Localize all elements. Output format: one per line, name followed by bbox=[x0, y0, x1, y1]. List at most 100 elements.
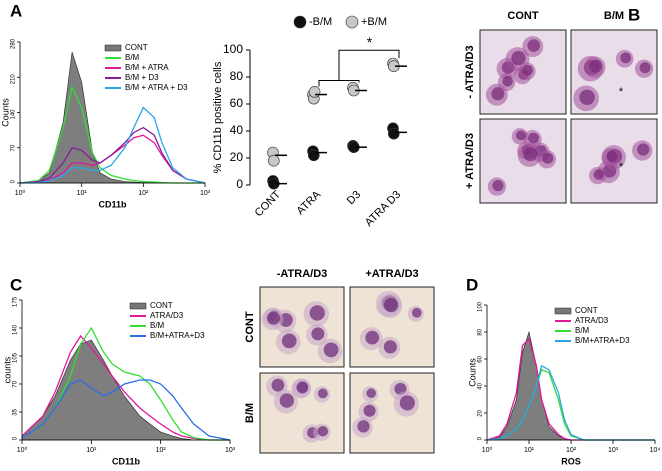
y-tick-label: 210 bbox=[11, 74, 17, 85]
y-tick-label: 80 bbox=[230, 69, 244, 83]
nucleus bbox=[296, 381, 309, 394]
x-tick-label: D3 bbox=[345, 189, 363, 207]
nucleus bbox=[317, 425, 329, 437]
nucleus bbox=[637, 143, 650, 156]
nucleus bbox=[281, 333, 297, 349]
legend-label: CONT bbox=[575, 306, 598, 315]
x-tick-label: 10¹ bbox=[524, 447, 535, 454]
x-tick-label: 10¹ bbox=[77, 190, 88, 197]
legend-label: ATRA/D3 bbox=[575, 316, 609, 325]
x-axis-label: ROS bbox=[561, 456, 581, 466]
y-tick-label: 40 bbox=[230, 123, 244, 137]
y-tick-label: 100 bbox=[223, 42, 243, 56]
x-axis-label: CD11b bbox=[112, 456, 141, 466]
x-tick-label: 10¹ bbox=[86, 447, 97, 454]
mark-asterisk: * bbox=[619, 86, 624, 98]
legend-label: B/M+ATRA+D3 bbox=[150, 331, 205, 340]
row-label: B/M bbox=[244, 403, 256, 423]
legend-label: B/M bbox=[575, 326, 590, 335]
column-label: B/M bbox=[604, 10, 624, 22]
column-label: CONT bbox=[507, 10, 538, 22]
y-tick-label: 60 bbox=[230, 96, 244, 110]
nucleus bbox=[528, 132, 539, 144]
bracket bbox=[318, 49, 400, 87]
histogram-curve bbox=[19, 126, 206, 184]
histogram-curve bbox=[486, 330, 655, 441]
y-axis-label: Counts bbox=[467, 358, 477, 387]
x-tick-label: 10² bbox=[138, 190, 149, 197]
row-label: - ATRA/D3 bbox=[464, 45, 476, 98]
y-tick-label: 40 bbox=[478, 382, 484, 389]
nucleus bbox=[579, 89, 595, 106]
nucleus bbox=[411, 307, 422, 318]
panel-letter: A bbox=[10, 1, 22, 20]
histogram-curve bbox=[19, 106, 206, 184]
y-tick-label: 140 bbox=[11, 109, 17, 120]
legend-swatch bbox=[345, 15, 359, 29]
nucleus bbox=[363, 404, 376, 417]
data-dot bbox=[387, 127, 400, 140]
nucleus bbox=[311, 327, 325, 341]
panel-letter: B bbox=[628, 5, 640, 24]
nucleus bbox=[317, 388, 328, 399]
legend-label: B/M + D3 bbox=[125, 73, 159, 82]
legend-label: B/M bbox=[150, 321, 165, 330]
legend-label: B/M+ATRA+D3 bbox=[575, 336, 630, 345]
histogram-curve bbox=[21, 326, 230, 441]
nucleus bbox=[323, 342, 339, 358]
y-axis-label: % CD11b positive cells bbox=[212, 61, 224, 173]
y-tick-label: 80 bbox=[478, 328, 484, 335]
mark-asterisk: * bbox=[619, 161, 624, 173]
nucleus bbox=[383, 340, 397, 354]
x-tick-label: 10⁰ bbox=[17, 446, 28, 454]
x-tick-label: 10⁴ bbox=[650, 447, 661, 454]
x-tick-label: ATRA bbox=[295, 188, 324, 217]
legend-label: ATRA/D3 bbox=[150, 311, 184, 320]
nucleus bbox=[606, 150, 618, 162]
nucleus bbox=[271, 378, 285, 392]
y-tick-label: 70 bbox=[13, 380, 19, 387]
nucleus bbox=[589, 59, 603, 73]
nucleus bbox=[511, 50, 526, 66]
nucleus bbox=[492, 180, 504, 192]
histogram-curve bbox=[19, 85, 205, 184]
legend-label: B/M + ATRA + D3 bbox=[125, 83, 188, 92]
nucleus bbox=[491, 87, 505, 101]
nucleus bbox=[309, 305, 325, 321]
y-tick-label: 140 bbox=[13, 324, 19, 335]
y-tick-label: 20 bbox=[478, 409, 484, 416]
legend-swatch bbox=[554, 307, 572, 315]
y-tick-label: 20 bbox=[230, 150, 244, 164]
y-tick-label: 105 bbox=[13, 352, 19, 363]
axis bbox=[19, 42, 205, 184]
nucleus bbox=[399, 395, 415, 411]
x-tick-label: 10² bbox=[156, 447, 167, 454]
y-axis-label: counts bbox=[2, 356, 12, 383]
histogram-curve bbox=[21, 339, 230, 441]
data-dot bbox=[307, 149, 320, 162]
legend-swatch bbox=[129, 302, 147, 310]
x-tick-label: 10³ bbox=[608, 447, 619, 454]
nucleus bbox=[639, 62, 651, 74]
nucleus bbox=[266, 311, 280, 325]
y-tick-label: 280 bbox=[11, 38, 17, 49]
x-tick-label: ATRA D3 bbox=[363, 189, 403, 229]
row-label: CONT bbox=[244, 311, 256, 342]
y-tick-label: 0 bbox=[13, 436, 19, 440]
nucleus bbox=[365, 330, 380, 345]
legend-label: -B/M bbox=[309, 16, 332, 28]
legend-swatch bbox=[104, 44, 122, 52]
legend-label: CONT bbox=[150, 301, 173, 310]
nucleus bbox=[502, 76, 513, 87]
legend-label: B/M bbox=[125, 53, 140, 62]
y-tick-label: 0 bbox=[478, 436, 484, 440]
nucleus bbox=[357, 420, 370, 433]
x-tick-label: 10³ bbox=[225, 447, 236, 454]
y-tick-label: 100 bbox=[478, 301, 484, 312]
legend-label: +B/M bbox=[361, 16, 387, 28]
nucleus bbox=[593, 169, 604, 180]
y-tick-label: 60 bbox=[478, 355, 484, 362]
column-label: +ATRA/D3 bbox=[365, 268, 418, 280]
x-tick-label: 10² bbox=[566, 447, 577, 454]
